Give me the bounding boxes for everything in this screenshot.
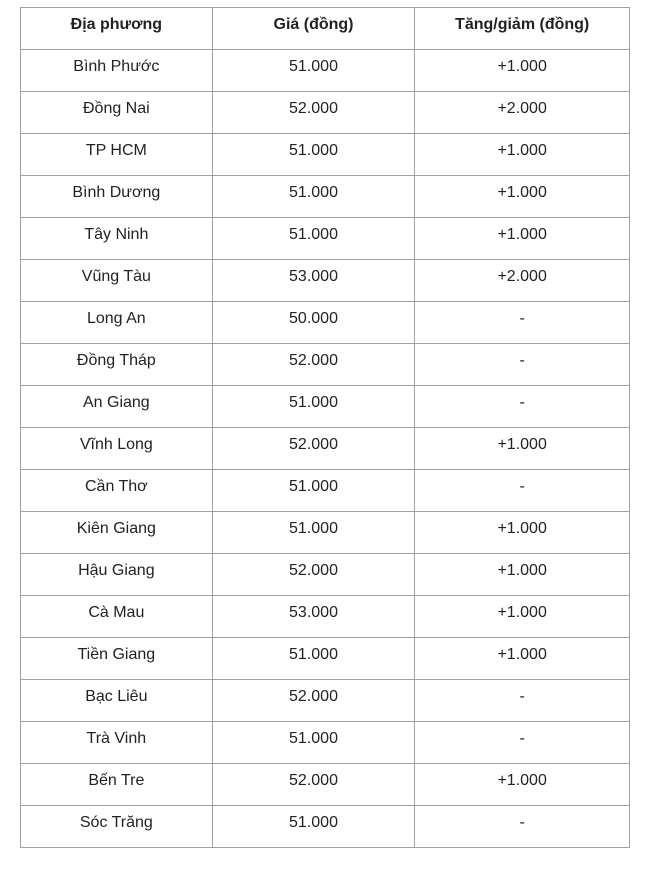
cell-price: 51.000	[211, 385, 416, 428]
cell-price: 51.000	[211, 511, 416, 554]
cell-change: +2.000	[414, 91, 630, 134]
table-row: Sóc Trăng 51.000-	[20, 805, 630, 848]
price-table: Địa phương Giá (đồng) Tăng/giảm (đồng) B…	[20, 7, 630, 848]
table-row: Đồng Nai 52.000 +2.000	[20, 91, 630, 134]
cell-price: 52.000	[211, 343, 416, 386]
table-row: Kiên Giang 51.000 +1.000	[20, 511, 630, 554]
cell-change: -	[414, 343, 630, 386]
cell-change: +1.000	[414, 133, 630, 176]
cell-price: 52.000	[211, 91, 416, 134]
cell-region: Bến Tre	[20, 763, 213, 806]
cell-change: -	[414, 469, 630, 512]
table-row: Tây Ninh 51.000 +1.000	[20, 217, 630, 260]
cell-price: 51.000	[211, 175, 416, 218]
table-row: Bến Tre 52.000 +1.000	[20, 763, 630, 806]
cell-change: +1.000	[414, 427, 630, 470]
cell-change: -	[414, 805, 630, 848]
cell-region: Sóc Trăng	[20, 805, 213, 848]
cell-region: Hậu Giang	[20, 553, 213, 596]
cell-price: 51.000	[211, 217, 416, 260]
cell-change: +1.000	[414, 553, 630, 596]
cell-region: An Giang	[20, 385, 213, 428]
cell-region: Bình Dương	[20, 175, 213, 218]
cell-region: Cà Mau	[20, 595, 213, 638]
cell-price: 53.000	[211, 595, 416, 638]
cell-price: 51.000	[211, 469, 416, 512]
cell-change: -	[414, 679, 630, 722]
table-row: Bình Phước 51.000 +1.000	[20, 49, 630, 92]
cell-change: +2.000	[414, 259, 630, 302]
cell-price: 51.000	[211, 133, 416, 176]
header-row: Địa phương Giá (đồng) Tăng/giảm (đồng)	[20, 7, 630, 50]
cell-change: +1.000	[414, 637, 630, 680]
table-row: Cà Mau 53.000 +1.000	[20, 595, 630, 638]
table-row: Bình Dương 51.000 +1.000	[20, 175, 630, 218]
cell-price: 51.000	[211, 637, 416, 680]
cell-price: 52.000	[211, 763, 416, 806]
cell-region: Long An	[20, 301, 213, 344]
table-row: TP HCM 51.000 +1.000	[20, 133, 630, 176]
table-row: Long An 50.000-	[20, 301, 630, 344]
table-row: Đồng Tháp 52.000-	[20, 343, 630, 386]
cell-region: Bình Phước	[20, 49, 213, 92]
header-price: Giá (đồng)	[211, 7, 416, 50]
cell-change: +1.000	[414, 175, 630, 218]
cell-price: 51.000	[211, 805, 416, 848]
table-row: Vũng Tàu 53.000 +2.000	[20, 259, 630, 302]
table-row: Bạc Liêu 52.000-	[20, 679, 630, 722]
cell-region: TP HCM	[20, 133, 213, 176]
cell-region: Trà Vinh	[20, 721, 213, 764]
cell-region: Đồng Tháp	[20, 343, 213, 386]
cell-price: 53.000	[211, 259, 416, 302]
table-row: Hậu Giang 52.000 +1.000	[20, 553, 630, 596]
cell-change: +1.000	[414, 511, 630, 554]
cell-region: Vĩnh Long	[20, 427, 213, 470]
header-region: Địa phương	[20, 7, 213, 50]
cell-region: Đồng Nai	[20, 91, 213, 134]
cell-change: -	[414, 301, 630, 344]
cell-change: -	[414, 721, 630, 764]
cell-change: +1.000	[414, 217, 630, 260]
cell-region: Vũng Tàu	[20, 259, 213, 302]
cell-change: +1.000	[414, 49, 630, 92]
header-change: Tăng/giảm (đồng)	[414, 7, 630, 50]
table-row: Cần Thơ 51.000-	[20, 469, 630, 512]
cell-price: 52.000	[211, 553, 416, 596]
cell-price: 51.000	[211, 49, 416, 92]
cell-region: Cần Thơ	[20, 469, 213, 512]
cell-price: 52.000	[211, 679, 416, 722]
cell-region: Tiền Giang	[20, 637, 213, 680]
table-row: Trà Vinh 51.000-	[20, 721, 630, 764]
cell-region: Bạc Liêu	[20, 679, 213, 722]
cell-region: Tây Ninh	[20, 217, 213, 260]
cell-change: +1.000	[414, 595, 630, 638]
cell-change: -	[414, 385, 630, 428]
cell-price: 51.000	[211, 721, 416, 764]
cell-region: Kiên Giang	[20, 511, 213, 554]
table-row: An Giang 51.000-	[20, 385, 630, 428]
table-row: Tiền Giang 51.000 +1.000	[20, 637, 630, 680]
table-row: Vĩnh Long 52.000 +1.000	[20, 427, 630, 470]
cell-price: 52.000	[211, 427, 416, 470]
cell-change: +1.000	[414, 763, 630, 806]
cell-price: 50.000	[211, 301, 416, 344]
